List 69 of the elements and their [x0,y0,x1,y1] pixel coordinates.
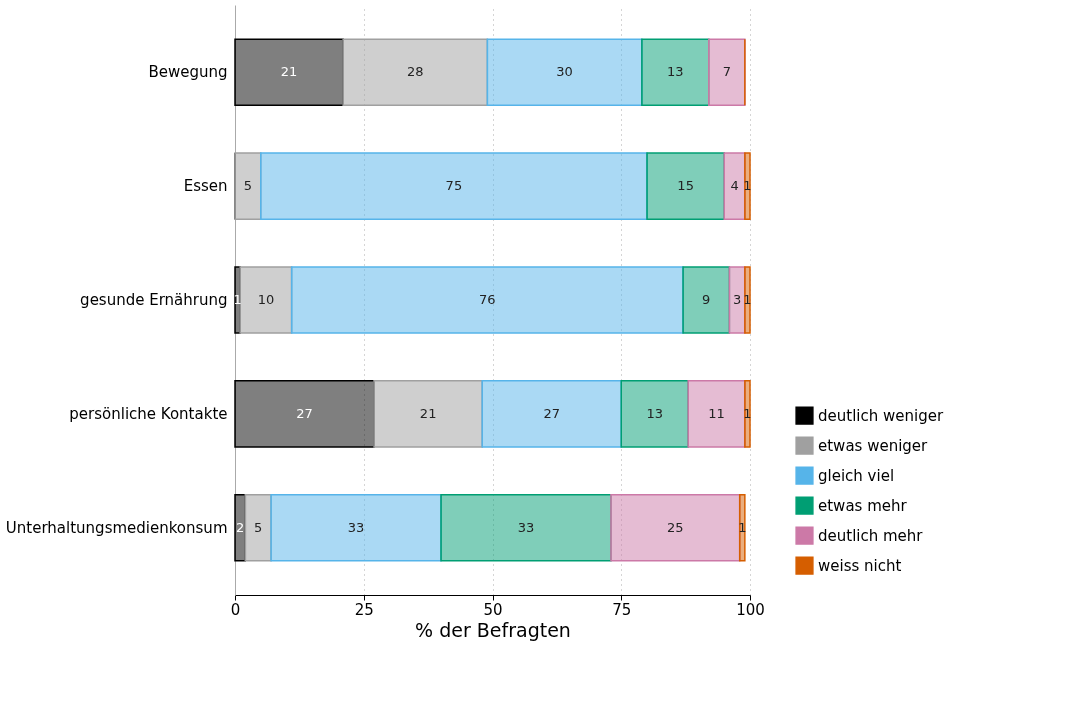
bar [646,152,725,220]
y-tick-label: Essen [183,177,228,196]
bar [682,266,731,334]
data-label: 25 [667,519,684,535]
x-tick-label: 100 [736,600,765,619]
bar [744,152,751,220]
y-tick-label: gesunde Ernährung [80,291,228,309]
data-label: 75 [445,178,463,194]
bar [708,38,746,106]
bar [620,380,689,448]
bar [234,152,262,220]
bar [234,494,247,562]
y-tick-label: Bewegung [148,63,228,82]
bar [342,38,489,106]
data-label: 28 [406,64,424,80]
data-label: 27 [296,405,313,421]
data-label: 13 [667,64,684,80]
bar [234,380,375,448]
data-label: 33 [347,519,365,535]
x-axis-title: % der Befragten [415,618,571,641]
data-label: 33 [517,519,535,535]
data-label: 2 [236,519,245,535]
bar [687,380,746,448]
data-label: 21 [280,64,298,80]
bar [738,494,746,562]
bar [641,38,710,106]
data-label: 15 [677,178,694,194]
bar [260,152,648,220]
data-label: 11 [708,405,725,421]
bar [440,494,612,562]
bar [270,494,442,562]
x-tick-label: 50 [483,600,503,619]
bar [244,494,272,562]
bar [239,266,293,334]
legend-label: weiss nicht [818,556,902,575]
data-label: 1 [743,178,752,194]
legend-label: etwas mehr [818,496,908,515]
data-label: 27 [543,405,560,421]
data-label: 30 [556,64,573,80]
data-label: 10 [257,292,275,307]
bar [373,380,483,448]
bar [290,266,684,334]
data-label: 1 [743,292,752,307]
data-label: 7 [722,64,731,80]
data-label: 76 [479,292,496,307]
data-label: 1 [743,405,752,421]
bar [486,38,643,106]
legend-label: gleich viel [818,466,895,485]
y-tick-label: Unterhaltungsmedienkonsum [5,518,228,537]
bar [234,38,344,106]
legend-label: deutlich mehr [818,526,924,545]
data-label: 9 [702,292,711,307]
data-label: 4 [730,178,739,194]
bar [744,380,751,448]
legend-label: etwas weniger [818,436,929,455]
data-label: 5 [243,178,253,194]
bar [744,266,751,334]
x-tick-label: 0 [230,600,241,619]
legend-label: deutlich weniger [818,406,944,425]
data-label: 21 [419,405,437,421]
data-label: 1 [738,519,747,535]
bar [610,494,741,562]
bar [481,380,622,448]
y-tick-label: persönliche Kontakte [69,404,228,423]
data-label: 5 [254,519,263,535]
data-label: 13 [646,405,663,421]
x-tick-label: 75 [612,600,632,619]
data-label: 3 [732,292,742,307]
x-tick-label: 25 [354,600,374,619]
